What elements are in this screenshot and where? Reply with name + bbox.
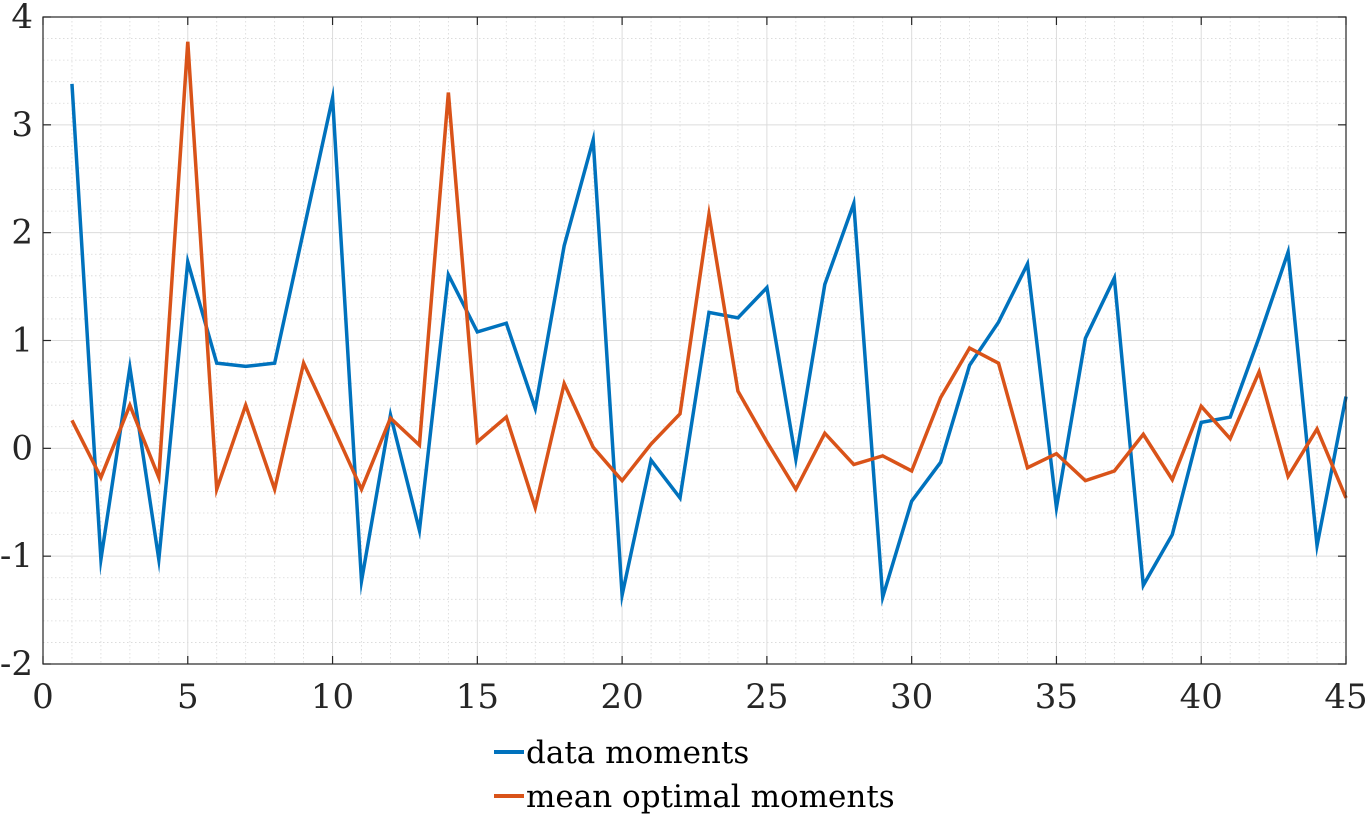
x-axis-ticks: 0 5 10 15 20 25 30 35 40 45 (32, 17, 1365, 717)
y-axis-ticks: -2 -1 0 1 2 3 4 (0, 0, 1346, 684)
x-tick-label: 45 (1324, 677, 1365, 717)
y-tick-label: 0 (11, 428, 33, 468)
x-tick-label: 15 (456, 677, 499, 717)
y-tick-label: 1 (11, 321, 33, 361)
legend-label-data-moments: data moments (526, 735, 749, 771)
x-tick-label: 10 (311, 677, 354, 717)
x-tick-label: 5 (177, 677, 199, 717)
x-tick-label: 0 (32, 677, 54, 717)
series-line-data-moments (70, 83, 1348, 608)
y-tick-label: 3 (11, 105, 33, 145)
legend-label-mean-optimal-moments: mean optimal moments (526, 779, 895, 815)
x-tick-label: 20 (600, 677, 643, 717)
y-tick-label: 4 (11, 0, 33, 37)
minor-grid (43, 17, 1346, 664)
y-tick-label: -1 (0, 536, 33, 576)
series-layer (70, 41, 1348, 608)
x-tick-label: 30 (890, 677, 933, 717)
x-tick-label: 35 (1035, 677, 1078, 717)
legend: data moments mean optimal moments (494, 735, 895, 815)
y-tick-label: 2 (11, 213, 33, 253)
x-tick-label: 40 (1180, 677, 1223, 717)
series-line-mean-optimal-moments (70, 41, 1348, 515)
x-tick-label: 25 (745, 677, 788, 717)
y-tick-label: -2 (0, 644, 33, 684)
